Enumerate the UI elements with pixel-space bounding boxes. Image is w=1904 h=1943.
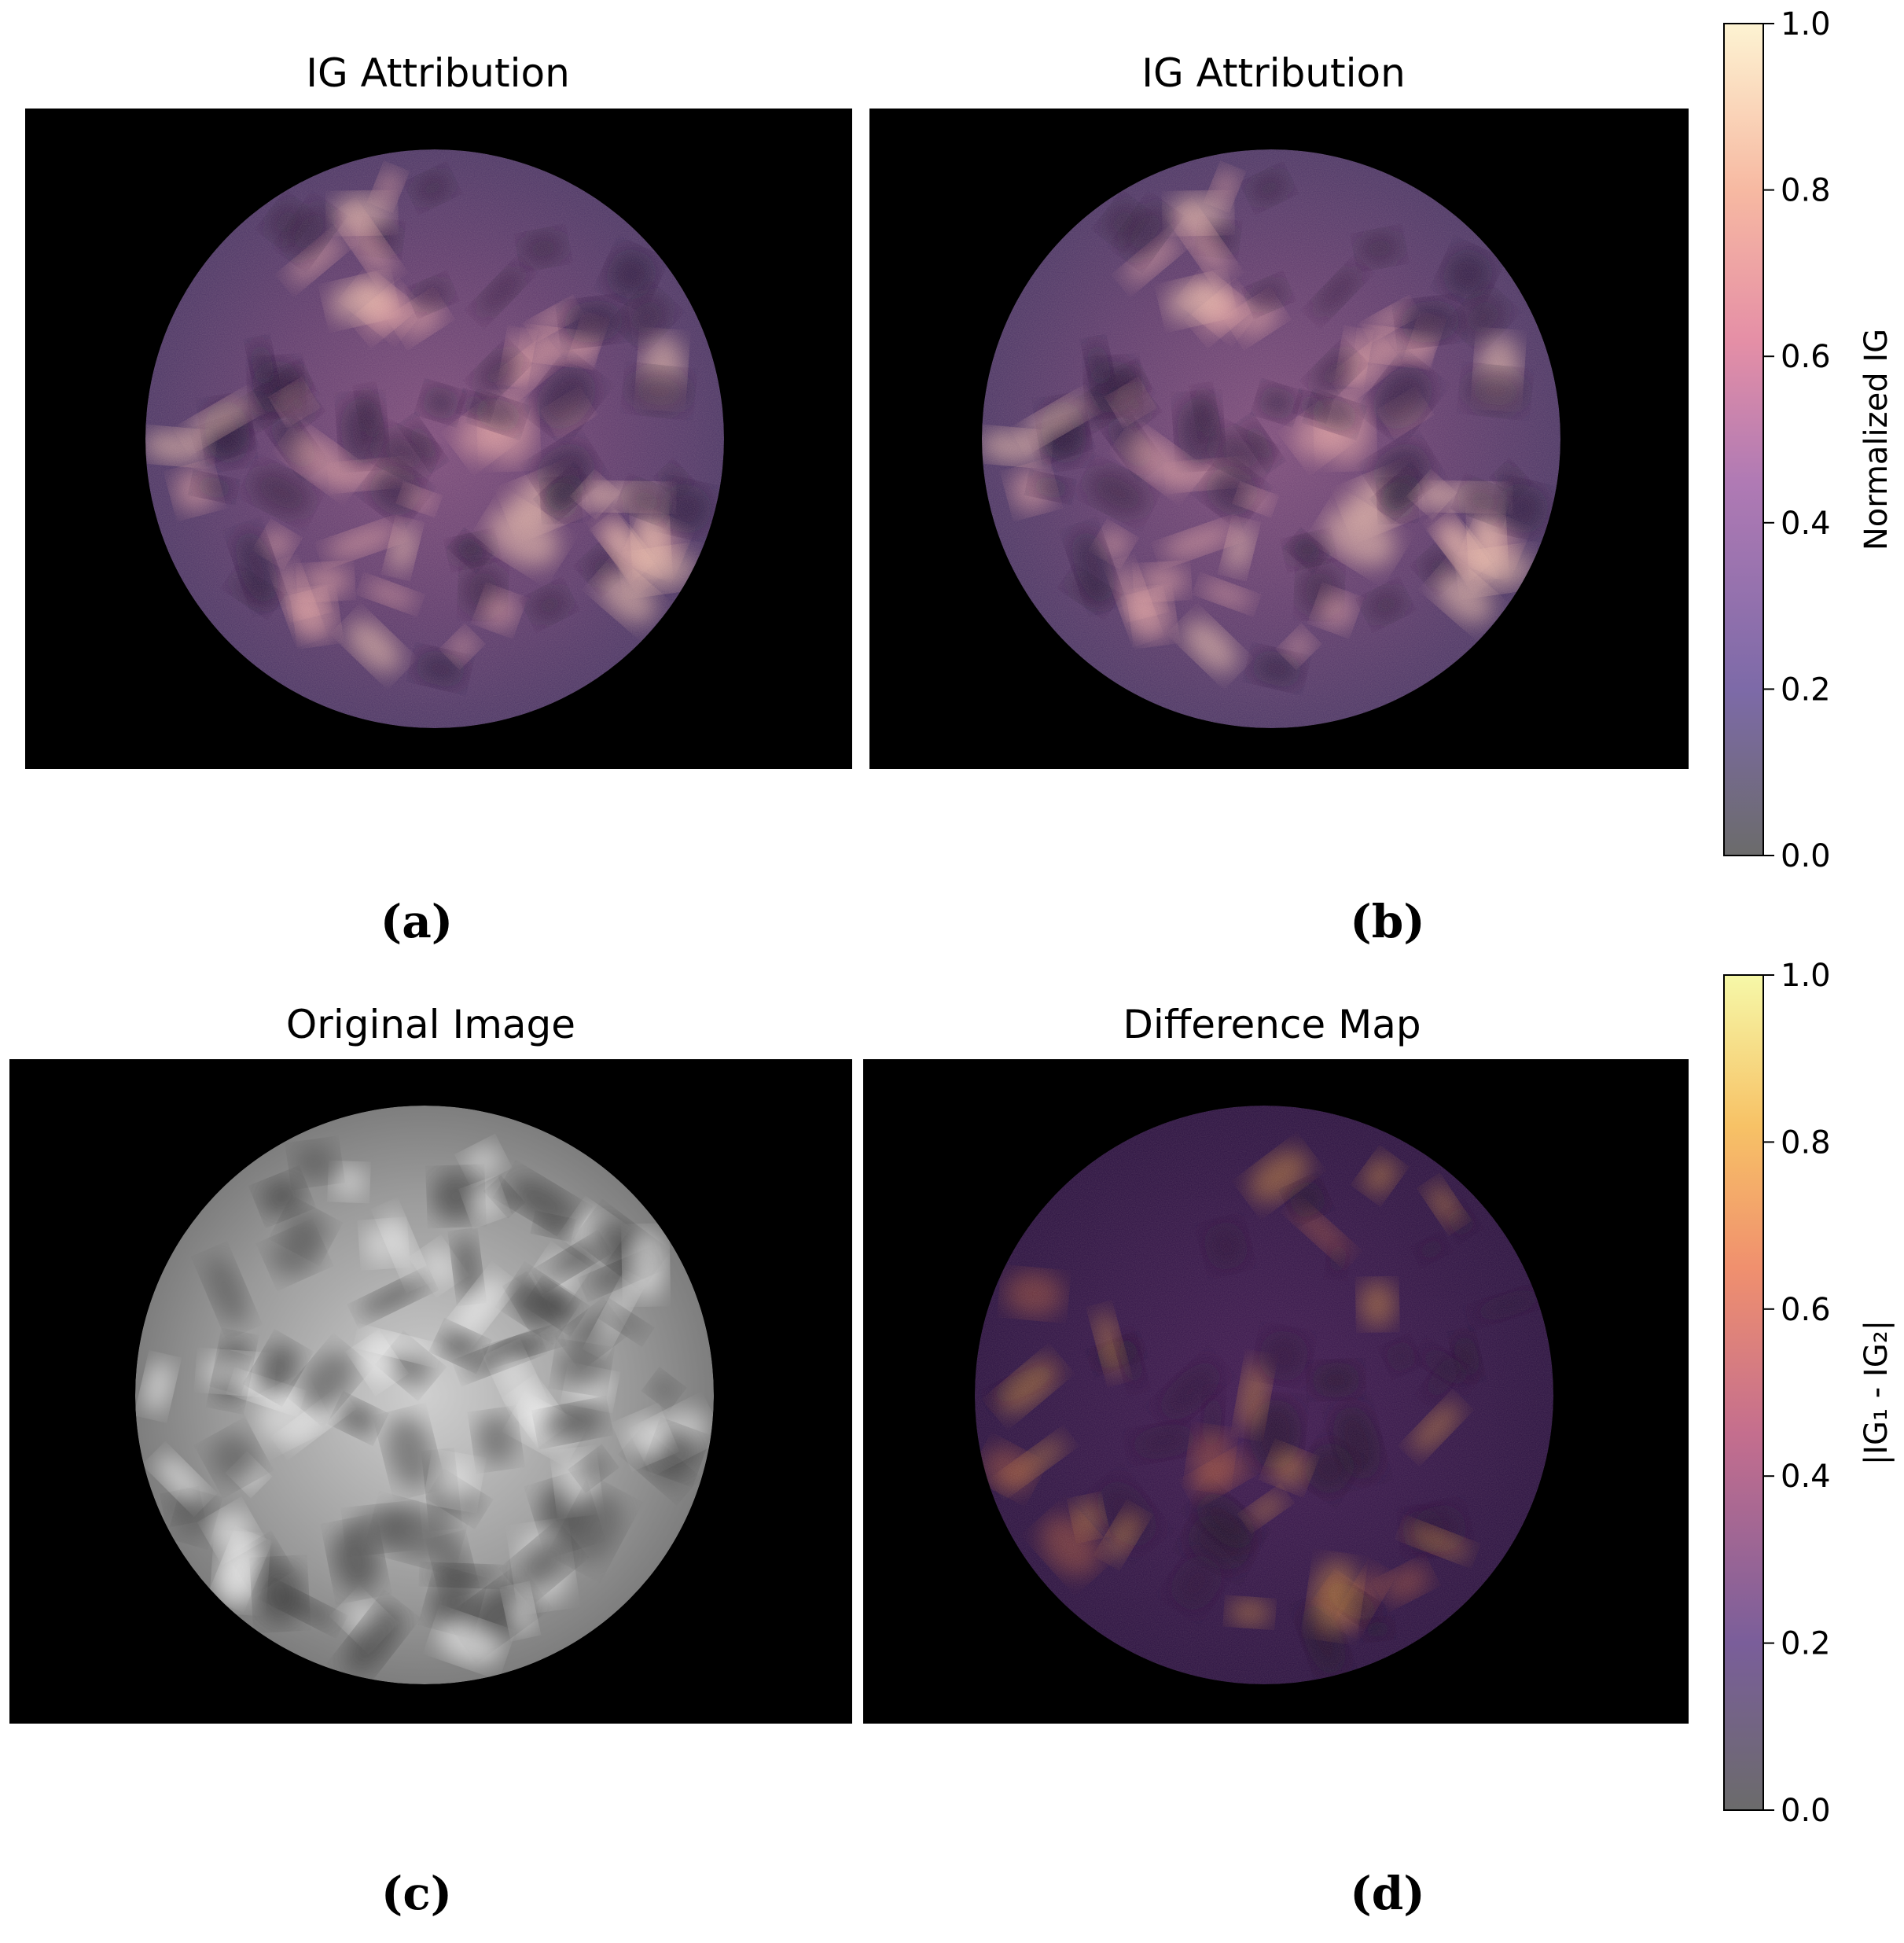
texture-blob [542,1242,601,1282]
texture-blob [270,1232,320,1278]
panel-d-disc [975,1106,1553,1684]
texture-blob [142,1359,173,1414]
panel-c-disc [135,1106,714,1684]
texture-blob [426,1565,500,1586]
texture-blob [577,1454,610,1484]
panel-d: Difference Map (d) [863,1002,1689,1920]
texture-blob [513,1282,546,1327]
colorbar-top-label: Normalized IG [1858,329,1895,550]
texture-blob [331,1165,367,1199]
texture-blob [509,1176,577,1227]
texture-blob [385,1415,434,1489]
colorbar-top-ticks: 0.0 0.2 0.4 0.6 0.8 1.0 [1763,6,1831,874]
colorbar-bottom-ticks: 0.0 0.2 0.4 0.6 0.8 1.0 [1763,958,1831,1829]
texture-blob [383,1209,421,1281]
texture-blob [236,1377,296,1408]
texture-blob [506,1588,534,1634]
colorbar-tick-label: 0.0 [1781,1793,1831,1829]
texture-blob [429,1575,477,1628]
texture-blob [362,1332,433,1360]
texture-blob [496,1351,537,1410]
texture-blob [358,1341,396,1384]
texture-blob [566,1492,623,1565]
colorbar-top: 0.0 0.2 0.4 0.6 0.8 1.0 Normalized IG [1723,6,1895,874]
colorbar-tick-label: 0.2 [1781,1626,1831,1662]
panel-b-label: (b) [1350,895,1424,948]
colorbar-tick-label: 0.8 [1781,1124,1831,1161]
texture-blob [623,1415,667,1459]
panel-b: IG Attribution (b) [869,50,1689,948]
panel-a-label: (a) [380,895,453,948]
colorbar-tick-label: 0.4 [1781,1459,1831,1495]
texture-blob [541,1405,605,1441]
texture-blob [431,1170,481,1223]
texture-blob [216,1538,264,1608]
colorbar-bottom-label: |IG₁ - IG₂| [1858,1320,1895,1465]
texture-blob [626,1231,666,1300]
texture-blob [255,1562,304,1626]
colorbar-bottom: 0.0 0.2 0.4 0.6 0.8 1.0 |IG₁ - IG₂| [1723,958,1895,1829]
colorbar-tick-label: 1.0 [1781,958,1831,994]
texture-blob [209,1433,259,1483]
texture-blob [205,1255,248,1327]
texture-blob [475,1413,517,1466]
colorbar-tick-label: 0.4 [1781,506,1831,542]
texture-blob [557,1346,606,1389]
panel-a-disc [145,149,724,728]
panel-b-title: IG Attribution [1141,50,1406,96]
colorbar-bottom-bar [1723,974,1764,1811]
panel-c: Original Image (c) [9,1002,852,1920]
texture-blob [432,1457,478,1505]
colorbar-tick-label: 1.0 [1781,6,1831,42]
panel-d-label: (d) [1350,1867,1424,1920]
panel-c-label: (c) [381,1867,452,1920]
texture-blob [210,1510,253,1552]
panel-a-title: IG Attribution [306,50,570,96]
texture-blob [359,1278,427,1317]
texture-blob [421,1246,457,1286]
colorbar-tick-label: 0.6 [1781,1292,1831,1328]
colorbar-tick-label: 0.6 [1781,339,1831,375]
texture-blob [337,1402,378,1435]
texture-blob [650,1376,678,1403]
colorbar-tick-label: 0.0 [1781,838,1831,874]
texture-blob [257,1342,300,1393]
texture-blob [439,1329,481,1363]
texture-blob [516,1536,572,1589]
texture-blob [377,1506,456,1561]
texture-blob [468,1184,503,1220]
colorbar-tick-label: 0.2 [1781,672,1831,708]
colorbar-tick-label: 0.8 [1781,173,1831,209]
panel-a: IG Attribution (a) [25,50,852,948]
texture-blob [436,1618,502,1666]
panel-b-disc [982,149,1560,728]
texture-blob [454,1235,480,1298]
texture-blob [259,1177,305,1216]
texture-blob [156,1455,204,1503]
panel-d-title: Difference Map [1123,1002,1421,1047]
texture-blob [465,1144,502,1178]
colorbar-top-bar [1723,23,1764,856]
texture-blob [453,1276,505,1338]
texture-blob [292,1143,338,1183]
panel-c-title: Original Image [286,1002,575,1047]
texture-blob [300,1351,356,1409]
texture-blob [345,1607,402,1674]
texture-blob [605,1307,645,1338]
